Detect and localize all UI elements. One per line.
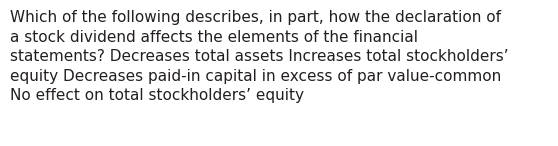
Text: Which of the following describes, in part, how the declaration of
a stock divide: Which of the following describes, in par… — [10, 10, 509, 104]
